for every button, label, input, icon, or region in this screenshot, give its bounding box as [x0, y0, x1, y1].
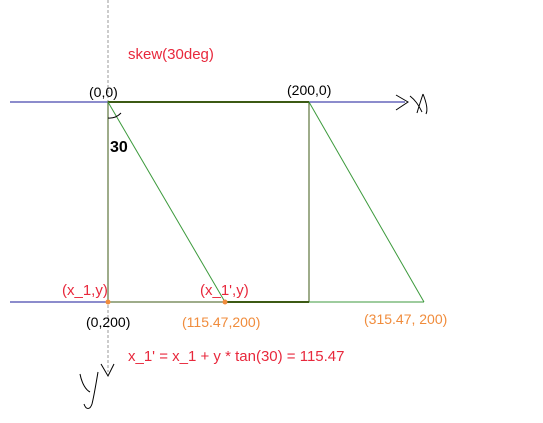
y-axis-arrow-icon — [79, 363, 115, 409]
x-axis-arrow-icon — [395, 93, 428, 115]
original-square — [107, 101, 310, 303]
point-x1-prime-dot-icon — [222, 299, 228, 305]
diagram-title: skew(30deg) — [128, 46, 214, 63]
label-point-x1: (x_1,y) — [62, 282, 108, 299]
label-skewed-point: (115.47,200) — [182, 314, 260, 330]
label-origin: (0,0) — [89, 84, 118, 100]
label-angle: 30 — [110, 139, 128, 156]
label-point-x1-prime: (x_1',y) — [200, 282, 249, 299]
angle-arc — [107, 112, 122, 119]
point-x1-dot-icon — [105, 299, 111, 305]
label-bottom-left: (0,200) — [86, 314, 130, 330]
skewed-parallelogram — [107, 101, 425, 303]
formula: x_1' = x_1 + y * tan(30) = 115.47 — [128, 348, 344, 365]
label-top-right: (200,0) — [287, 82, 331, 98]
label-skewed-corner: (315.47, 200) — [364, 311, 447, 327]
